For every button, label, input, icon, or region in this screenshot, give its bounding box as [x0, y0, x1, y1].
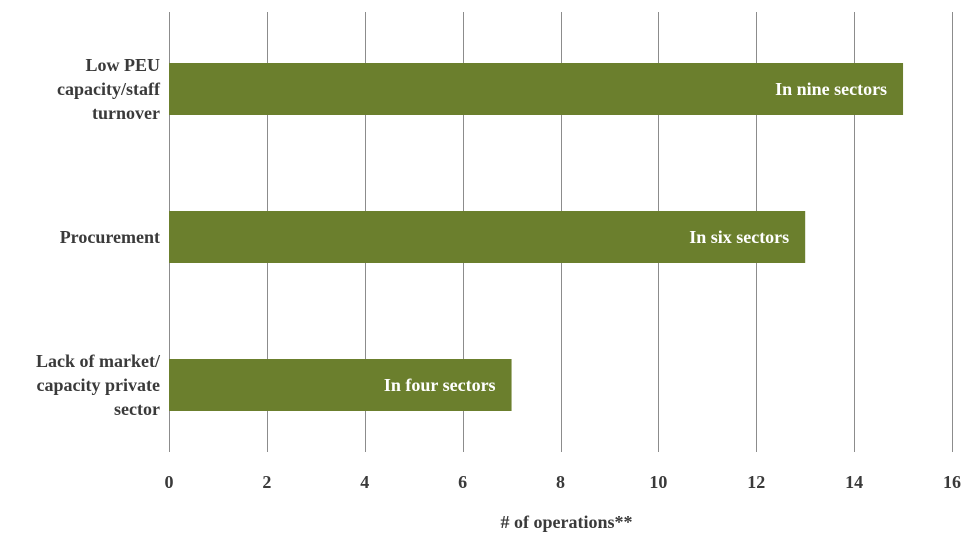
x-tick-label-8: 8: [556, 472, 565, 492]
x-tick-label-2: 2: [262, 472, 271, 492]
x-tick-label-10: 10: [649, 472, 667, 492]
category-label-line: Lack of market/: [36, 351, 161, 371]
bar-0: [169, 63, 904, 115]
bar-2: [169, 359, 512, 411]
category-label-line: capacity/staff: [57, 79, 161, 99]
x-tick-label-12: 12: [747, 472, 765, 492]
x-tick-label-6: 6: [458, 472, 467, 492]
category-label-line: turnover: [92, 103, 160, 123]
bar-data-label-0: In nine sectors: [775, 79, 887, 99]
category-label-line: capacity private: [37, 375, 160, 395]
x-axis-title: # of operations**: [501, 512, 633, 532]
x-tick-label-16: 16: [943, 472, 961, 492]
bar-1: [169, 211, 806, 263]
category-label-line: Procurement: [60, 227, 160, 247]
bars: In nine sectors In six sectors In four sec…: [169, 63, 904, 411]
x-tick-label-4: 4: [360, 472, 369, 492]
x-tick-label-14: 14: [845, 472, 863, 492]
category-labels: Low PEU capacity/staff turnover Procurement…: [36, 55, 161, 419]
x-tick-labels: 0 2 4 6 8 10 12 14 16: [165, 472, 962, 492]
category-label-2: Lack of market/capacity private sector: [36, 351, 161, 419]
bar-data-label-2: In four sectors: [384, 375, 496, 395]
category-label-1: Procurement: [60, 227, 160, 247]
x-tick-label-0: 0: [165, 472, 174, 492]
category-label-line: Low PEU: [85, 55, 160, 75]
bar-data-label-1: In six sectors: [689, 227, 789, 247]
category-label-line: sector: [114, 399, 160, 419]
category-label-0: Low PEU capacity/staff turnover: [57, 55, 161, 123]
